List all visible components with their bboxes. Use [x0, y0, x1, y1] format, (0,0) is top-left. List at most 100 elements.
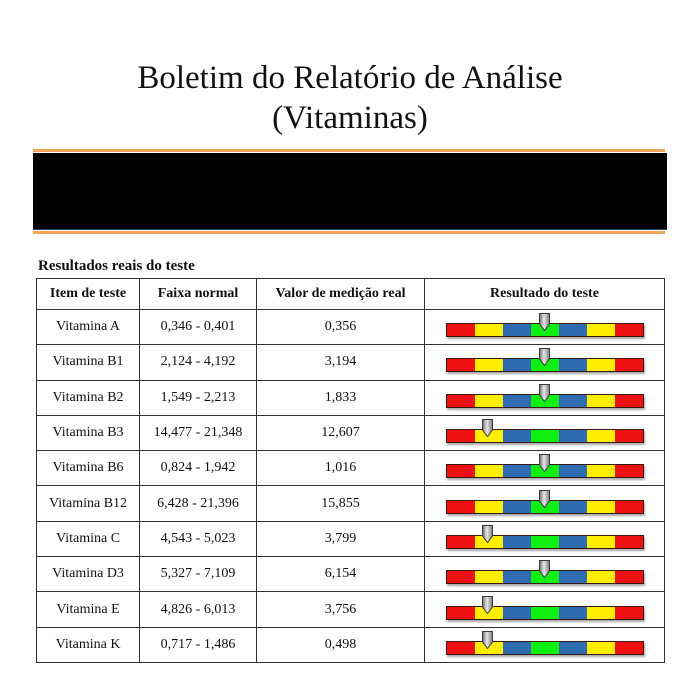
- gauge-segment-yellow: [586, 324, 615, 337]
- table-row: Vitamina B12 6,428 - 21,396 15,855: [36, 485, 665, 522]
- gauge-segment-yellow: [586, 535, 615, 548]
- cell-range: 4,826 - 6,013: [139, 591, 257, 628]
- gauge-segment-red: [614, 430, 643, 443]
- cell-value: 0,356: [256, 308, 425, 346]
- gauge-segment-yellow: [586, 465, 615, 478]
- cell-value: 3,756: [256, 591, 425, 628]
- result-gauge: [445, 595, 644, 620]
- cell-item: Vitamina B2: [36, 379, 140, 416]
- cell-range: 14,477 - 21,348: [139, 414, 257, 452]
- cell-value: 12,607: [256, 414, 425, 452]
- cell-range: 6,428 - 21,396: [139, 485, 257, 522]
- gauge-segment-blue: [558, 535, 587, 548]
- cell-result: [424, 520, 665, 558]
- gauge-segment-blue: [502, 359, 531, 372]
- cell-item: Vitamina A: [36, 308, 140, 346]
- cell-result: [424, 485, 665, 522]
- gauge-segment-blue: [502, 324, 531, 337]
- gauge-segment-blue: [558, 606, 587, 619]
- gauge-pointer-icon: [539, 489, 550, 508]
- gauge-segment-yellow: [474, 359, 503, 372]
- result-gauge: [445, 524, 644, 549]
- gauge-segment-blue: [502, 606, 531, 619]
- gauge-segment-blue: [502, 535, 531, 548]
- cell-item: Vitamina B6: [36, 450, 140, 487]
- gauge-segment-blue: [558, 359, 587, 372]
- gauge-segment-yellow: [474, 500, 503, 513]
- result-gauge: [445, 630, 644, 655]
- gauge-segment-blue: [558, 430, 587, 443]
- result-gauge: [445, 489, 644, 514]
- gauge-pointer-icon: [482, 524, 494, 544]
- cell-result: [424, 591, 665, 628]
- gauge-segment-yellow: [474, 571, 503, 584]
- cell-value: 3,194: [256, 344, 425, 381]
- cell-range: 0,346 - 0,401: [139, 308, 257, 346]
- gauge-segment-blue: [558, 465, 587, 478]
- gauge-segment-blue: [558, 500, 587, 513]
- redacted-patient-info: [33, 153, 667, 230]
- cell-item: Vitamina C: [36, 520, 140, 558]
- gauge-segment-blue: [558, 571, 587, 584]
- gauge-segment-blue: [502, 641, 531, 654]
- gauge-segment-yellow: [586, 571, 615, 584]
- cell-range: 1,549 - 2,213: [139, 379, 257, 416]
- gauge-segment-green: [530, 430, 559, 443]
- cell-result: [424, 344, 665, 381]
- gauge-segment-red: [446, 324, 475, 337]
- gauge-pointer-icon: [539, 560, 550, 579]
- gauge-segment-yellow: [474, 394, 503, 407]
- result-gauge: [445, 454, 644, 479]
- cell-value: 1,016: [256, 450, 425, 487]
- gauge-segment-red: [446, 500, 475, 513]
- table-row: Vitamina E 4,826 - 6,013 3,756: [36, 591, 665, 628]
- cell-range: 5,327 - 7,109: [139, 556, 257, 593]
- gauge-segment-yellow: [586, 606, 615, 619]
- cell-item: Vitamina K: [36, 626, 140, 663]
- cell-result: [424, 626, 665, 663]
- gauge-segment-yellow: [586, 500, 615, 513]
- cell-range: 0,824 - 1,942: [139, 450, 257, 487]
- cell-result: [424, 450, 665, 487]
- gauge-segment-yellow: [474, 465, 503, 478]
- report-title-line2: (Vitaminas): [272, 100, 428, 136]
- gauge-segment-red: [614, 500, 643, 513]
- result-gauge: [445, 348, 644, 373]
- gauge-segment-green: [530, 535, 559, 548]
- gauge-pointer-icon: [539, 313, 550, 332]
- gauge-segment-red: [446, 359, 475, 372]
- cell-value: 15,855: [256, 485, 425, 522]
- gauge-segment-red: [614, 324, 643, 337]
- header-value: Valor de medição real: [256, 278, 425, 310]
- gauge-segment-red: [446, 430, 475, 443]
- result-gauge: [445, 419, 644, 444]
- gauge-pointer-icon: [539, 454, 550, 473]
- divider-bottom: [33, 231, 665, 234]
- gauge-segment-blue: [502, 465, 531, 478]
- report-title: Boletim do Relatório de Análise (Vitamin…: [0, 58, 700, 138]
- gauge-pointer-icon: [539, 383, 550, 403]
- gauge-segment-blue: [502, 430, 531, 443]
- gauge-segment-red: [614, 535, 643, 548]
- table-row: Vitamina K 0,717 - 1,486 0,498: [36, 626, 665, 663]
- cell-range: 2,124 - 4,192: [139, 344, 257, 381]
- cell-value: 6,154: [256, 556, 425, 593]
- table-row: Vitamina B3 14,477 - 21,348 12,607: [36, 414, 665, 452]
- cell-result: [424, 379, 665, 416]
- gauge-segment-red: [614, 359, 643, 372]
- cell-range: 4,543 - 5,023: [139, 520, 257, 558]
- gauge-segment-yellow: [586, 394, 615, 407]
- gauge-segment-red: [614, 641, 643, 654]
- gauge-segment-yellow: [586, 430, 615, 443]
- gauge-segment-red: [446, 394, 475, 407]
- table-row: Vitamina A 0,346 - 0,401 0,356: [36, 308, 665, 346]
- cell-item: Vitamina B3: [36, 414, 140, 452]
- table-row: Vitamina B6 0,824 - 1,942 1,016: [36, 450, 665, 487]
- gauge-pointer-icon: [482, 419, 494, 438]
- table-header-row: Item de teste Faixa normal Valor de medi…: [36, 278, 665, 310]
- gauge-segment-yellow: [586, 359, 615, 372]
- header-item: Item de teste: [36, 278, 140, 310]
- cell-result: [424, 414, 665, 452]
- result-gauge: [445, 560, 644, 585]
- cell-result: [424, 556, 665, 593]
